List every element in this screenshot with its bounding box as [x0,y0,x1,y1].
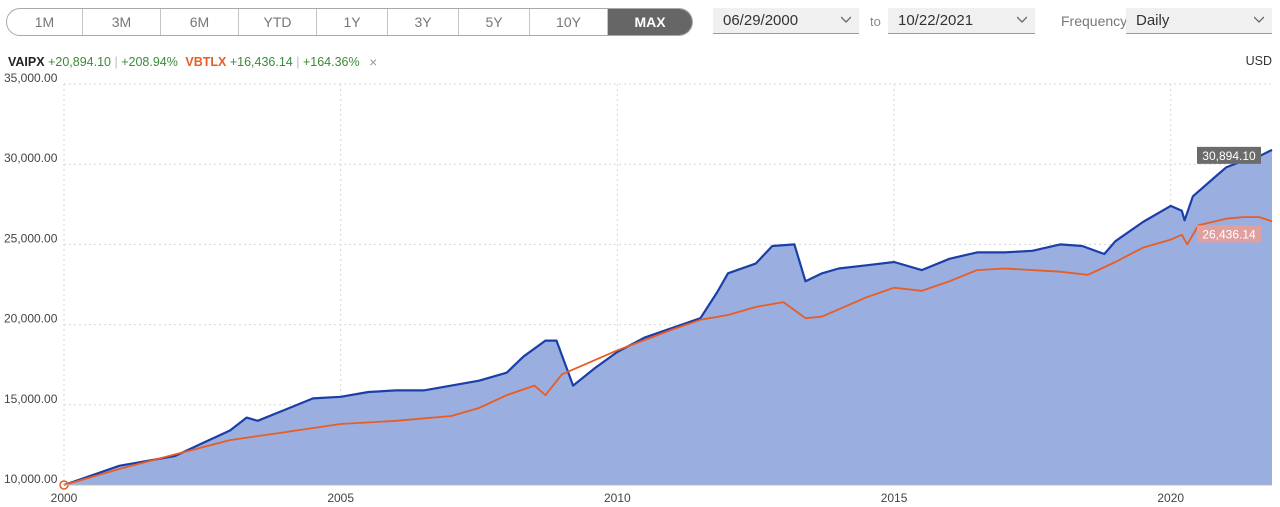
y-tick-label: 25,000.00 [4,231,58,245]
series-vbtlx-line [63,216,1273,486]
x-tick-label: 2010 [604,491,631,505]
chevron-down-icon [841,16,851,23]
y-tick-label: 10,000.00 [4,472,58,486]
series-vaipx-last-value: 30,894.10 [1202,149,1256,163]
axis-layer: 10,000.00 15,000.00 20,000.00 25,000.00 30,0… [4,72,1272,505]
frequency-value: Daily [1136,12,1170,29]
x-tick-label: 2005 [327,491,354,505]
legend-series2-change: +16,436.14 [229,55,293,69]
chevron-down-icon [1254,16,1264,23]
series-vaipx-line [63,148,1273,487]
range-button-6m[interactable]: 6M [161,9,239,35]
start-date-field[interactable]: 06/29/2000 [713,8,859,34]
label-layer: 30,894.10 26,436.14 [1197,146,1261,243]
range-button-3y[interactable]: 3Y [388,9,459,35]
toolbar: 1M 3M 6M YTD 1Y 3Y 5Y 10Y MAX 06/29/2000 to 10/2… [0,0,1280,40]
remove-comparison-icon[interactable]: × [369,54,378,70]
legend-separator: | [296,55,300,69]
range-button-ytd[interactable]: YTD [239,9,317,35]
x-tick-label: 2020 [1157,491,1184,505]
y-tick-label: 30,000.00 [4,151,58,165]
y-tick-label: 35,000.00 [4,72,58,85]
legend-series1-ticker: VAIPX [8,55,45,69]
series-vaipx-area [64,149,1272,485]
range-button-3m[interactable]: 3M [83,9,161,35]
y-tick-label: 20,000.00 [4,312,58,326]
frequency-select[interactable]: Daily [1126,8,1272,34]
date-range-selector: 1M 3M 6M YTD 1Y 3Y 5Y 10Y MAX [6,8,693,36]
x-tick-label: 2000 [51,491,78,505]
range-button-1m[interactable]: 1M [7,9,83,35]
legend-separator: | [114,55,118,69]
range-button-max[interactable]: MAX [608,9,692,35]
legend-series1-change: +20,894.10 [48,55,111,69]
frequency-label: Frequency [1061,13,1128,29]
y-tick-label: 15,000.00 [4,392,58,406]
chevron-down-icon [1017,16,1027,23]
to-label: to [870,14,881,29]
x-tick-label: 2015 [881,491,908,505]
start-date-value: 06/29/2000 [723,12,799,29]
chart-legend: VAIPX +20,894.10 | +208.94% VBTLX +16,43… [8,54,377,70]
legend-series2-ticker: VBTLX [185,55,227,69]
series-layer [59,148,1273,490]
end-date-field[interactable]: 10/22/2021 [888,8,1035,34]
legend-series1-pct: +208.94% [121,55,178,69]
legend-series2-pct: +164.36% [302,55,360,69]
currency-label: USD [1245,54,1272,68]
series-vbtlx-last-label-bg [1197,225,1261,243]
end-date-value: 10/22/2021 [898,12,974,29]
series-vaipx-last-label-bg [1197,146,1261,164]
range-button-10y[interactable]: 10Y [530,9,608,35]
range-button-5y[interactable]: 5Y [459,9,530,35]
range-button-1y[interactable]: 1Y [317,9,388,35]
series-vbtlx-last-value: 26,436.14 [1202,227,1256,241]
line-chart: 10,000.00 15,000.00 20,000.00 25,000.00 30,0… [4,72,1273,505]
